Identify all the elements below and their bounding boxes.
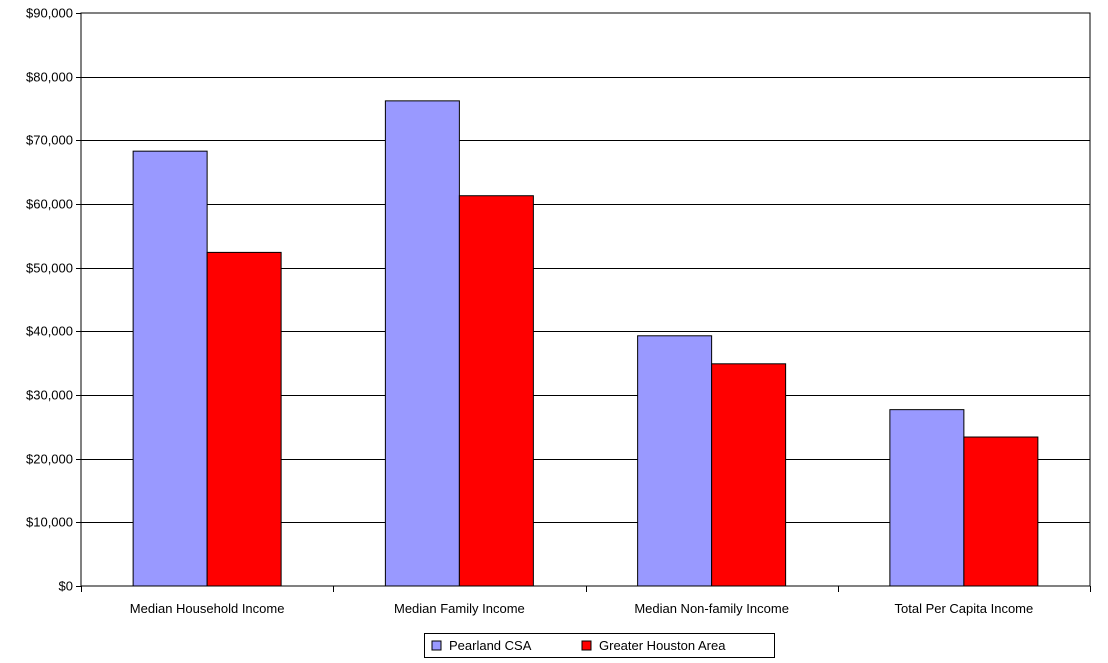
y-tick-label: $90,000: [26, 6, 73, 21]
legend-swatch: [431, 640, 442, 651]
y-tick-label: $10,000: [26, 515, 73, 530]
bar-pearland-csa: [889, 409, 965, 587]
x-category-label: Median Non-family Income: [634, 601, 789, 616]
bars: [132, 100, 1039, 587]
legend-label: Greater Houston Area: [599, 638, 726, 653]
y-tick-label: $30,000: [26, 388, 73, 403]
bar-pearland-csa: [637, 335, 713, 587]
axes: $0 $10,000 $20,000 $30,000 $40,000 $50,000 $60…: [26, 6, 1091, 616]
legend-swatch: [581, 640, 592, 651]
x-category-label: Median Family Income: [394, 601, 525, 616]
y-tick-label: $50,000: [26, 261, 73, 276]
y-tick-label: $0: [59, 579, 73, 594]
y-tick-label: $40,000: [26, 324, 73, 339]
y-tick-label: $80,000: [26, 70, 73, 85]
y-tick-label: $70,000: [26, 133, 73, 148]
legend-box: [424, 633, 775, 658]
plot-area-border: [80, 12, 1091, 587]
bar-pearland-csa: [384, 100, 460, 587]
bar-greater-houston-area: [458, 195, 534, 587]
bar-pearland-csa: [132, 150, 208, 587]
legend: Pearland CSA Greater Houston Area: [424, 633, 775, 658]
bar-greater-houston-area: [711, 363, 787, 587]
bar-greater-houston-area: [963, 436, 1039, 587]
x-category-label: Median Household Income: [130, 601, 285, 616]
bar-greater-houston-area: [206, 251, 282, 587]
y-tick-label: $20,000: [26, 452, 73, 467]
x-category-label: Total Per Capita Income: [895, 601, 1034, 616]
y-tick-label: $60,000: [26, 197, 73, 212]
legend-label: Pearland CSA: [449, 638, 532, 653]
